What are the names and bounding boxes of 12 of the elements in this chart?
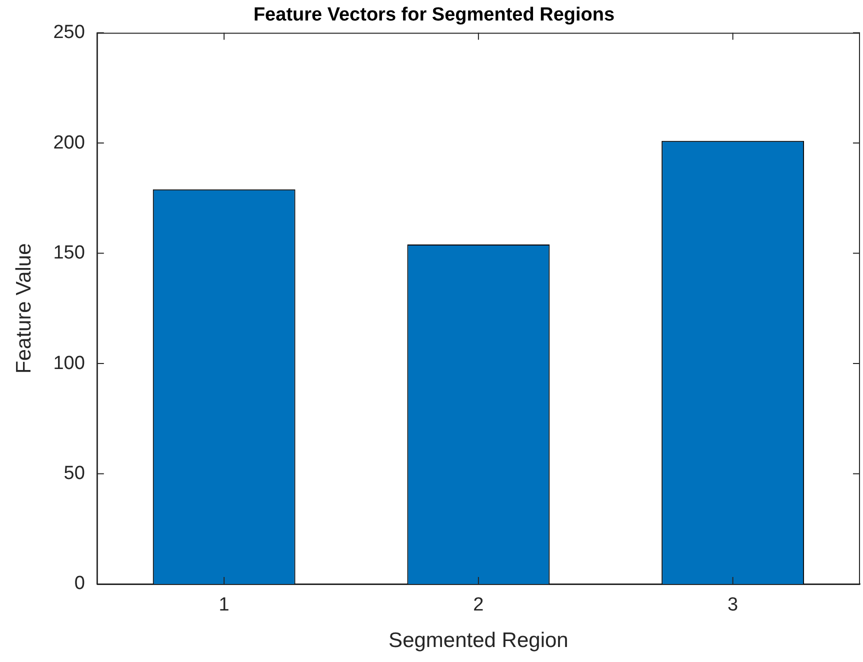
chart-title: Feature Vectors for Segmented Regions [253, 4, 615, 26]
y-tick-label: 150 [53, 242, 85, 264]
y-tick-label: 250 [53, 22, 85, 44]
x-tick-label: 1 [218, 594, 230, 616]
y-tick-label: 200 [53, 132, 85, 154]
y-axis-title: Feature Value [12, 243, 36, 374]
y-tick-label: 100 [53, 352, 85, 374]
y-tick-label: 0 [74, 573, 85, 594]
x-axis-title: Segmented Region [388, 629, 568, 652]
x-tick-label: 3 [728, 594, 738, 616]
y-tick-label: 50 [64, 462, 85, 484]
x-tick-label: 2 [473, 594, 484, 616]
